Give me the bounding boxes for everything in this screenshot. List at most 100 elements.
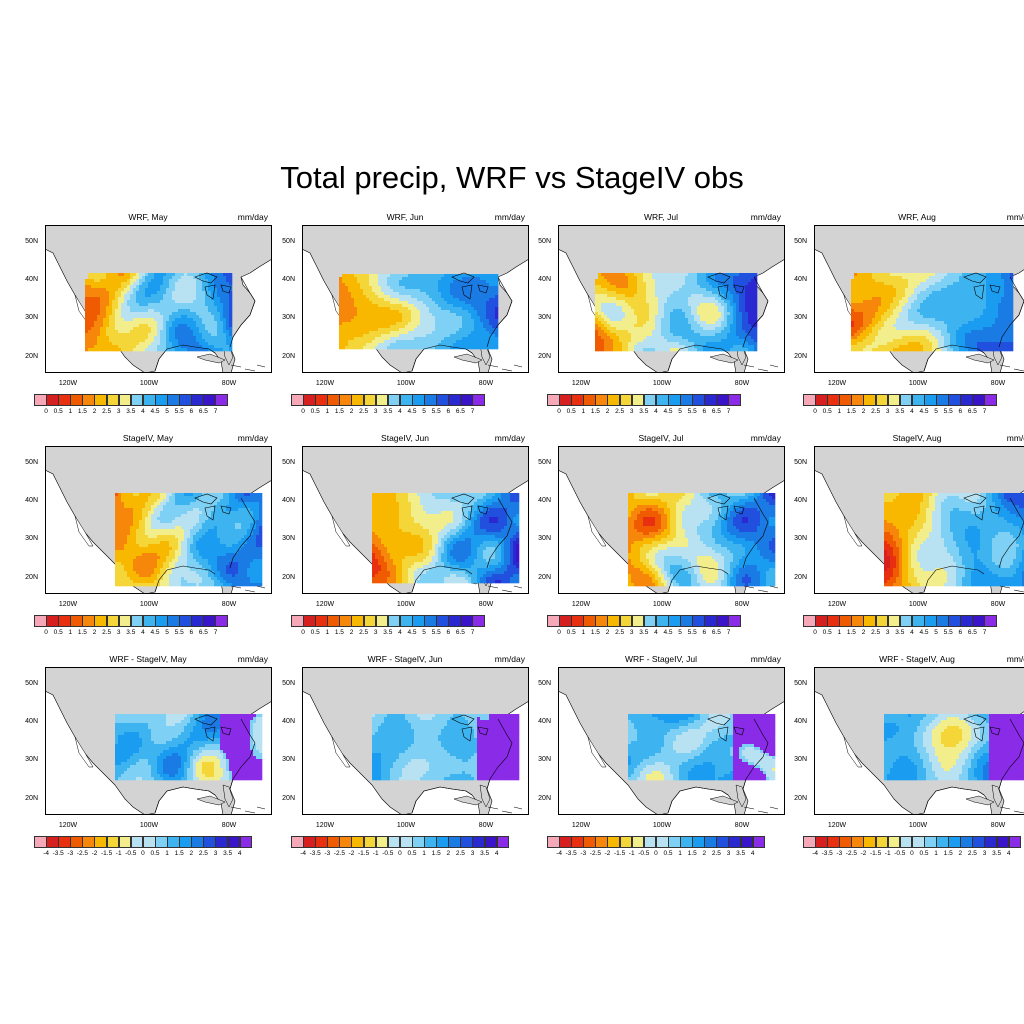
colorbar-tick-label: -2.5 [333, 850, 345, 857]
colorbar-tick-label: 3.5 [126, 408, 136, 415]
colorbar-tick-label: -1.5 [869, 850, 882, 857]
colorbar-tick-label: 3.5 [126, 629, 136, 636]
colorbar-box [327, 836, 340, 848]
colorbar-tick-label: 0 [813, 629, 817, 636]
colorbar-box [460, 615, 473, 627]
colorbar-tick-label: 1 [581, 408, 586, 415]
colorbar-box [984, 394, 998, 406]
colorbar-box [460, 836, 473, 848]
lon-label: 100W [396, 822, 416, 829]
colorbar-box [58, 615, 71, 627]
lon-label: 100W [139, 380, 159, 387]
colorbar-tick-label: 1.5 [77, 629, 87, 636]
panel-title: StageIV, Jun [381, 433, 429, 443]
colorbar-box [351, 615, 365, 627]
colorbar-tick-label: 5 [934, 408, 938, 415]
colorbar-tick-label: 2.5 [967, 850, 977, 857]
colorbar-tick-label: -2 [348, 850, 355, 857]
colorbar-box [167, 836, 180, 848]
great-lakes-outline [194, 714, 232, 742]
colorbar-tick-label: 6 [702, 408, 707, 415]
colorbar-tick-label: 1.5 [590, 629, 600, 636]
colorbar-tick-label: 3 [885, 408, 890, 415]
colorbar-box [827, 836, 840, 848]
coastline [154, 497, 256, 593]
lat-label: 20N [282, 574, 295, 581]
lon-label: 80W [221, 601, 237, 608]
colorbar-labels: 0 0.5 1 1.5 2 2.5 3 3.5 4 4.5 5 5.5 6 6.5 7 [291, 629, 531, 639]
colorbar-box [667, 394, 681, 406]
colorbar-box [704, 836, 717, 848]
lat-label: 30N [25, 535, 38, 542]
colorbar-tick-label: -3.5 [821, 850, 833, 857]
lat-label: 40N [538, 497, 551, 504]
colorbar-tick-label: 6 [446, 408, 451, 415]
lon-label: 100W [652, 601, 672, 608]
colorbar-box [424, 836, 437, 848]
caribbean-islands [743, 364, 779, 372]
colorbar-box [375, 394, 389, 406]
colorbar-box [291, 394, 304, 406]
colorbar-tick-label: 2 [861, 408, 866, 415]
colorbar-tick-label: 3 [470, 850, 475, 857]
lat-label: 40N [25, 718, 38, 725]
lat-label: 20N [282, 795, 295, 802]
colorbar-tick-label: 4.5 [919, 408, 929, 415]
colorbar-tick-label: 1 [325, 629, 330, 636]
lat-label: 20N [794, 574, 807, 581]
colorbar-tick-label: 7 [726, 408, 731, 415]
caribbean-islands [999, 364, 1024, 372]
colorbar-box [875, 394, 889, 406]
colorbar-tick-label: 3 [213, 850, 218, 857]
colorbar-tick-label: -2 [860, 850, 867, 857]
colorbar-tick-label: 0 [557, 408, 561, 415]
colorbar-tick-label: 5 [934, 629, 938, 636]
coastline [411, 497, 513, 593]
colorbar-box [583, 394, 596, 406]
colorbar-box [583, 615, 596, 627]
colorbar-tick-label: 6.5 [455, 629, 465, 636]
colorbar-labels: 0 0.5 1 1.5 2 2.5 3 3.5 4 4.5 5 5.5 6 6.5 7 [547, 629, 787, 639]
colorbar-box [815, 394, 828, 406]
colorbar-box [94, 615, 108, 627]
colorbar-box [704, 394, 717, 406]
colorbar-tick-label: 2 [92, 408, 97, 415]
colorbar-box [94, 394, 108, 406]
colorbar-box [387, 394, 401, 406]
lat-label: 50N [538, 238, 551, 245]
colorbar-tick-label: 3.5 [895, 629, 905, 636]
colorbar-box [424, 394, 437, 406]
colorbar-box [960, 394, 973, 406]
colorbar [803, 394, 998, 406]
colorbar-box [911, 615, 925, 627]
colorbar-box [179, 836, 192, 848]
colorbar-box [472, 836, 486, 848]
colorbar-labels: -4 -3.5 -3 -2.5 -2 -1.5 -1 -0.5 0 0.5 1 1.5 2 2.5 3 3.5… [547, 850, 787, 860]
colorbar-box [960, 615, 973, 627]
colorbar-tick-label: -1 [372, 850, 379, 857]
colorbar-tick-label: 2.5 [455, 850, 465, 857]
colorbar-box [154, 836, 168, 848]
lat-label: 50N [282, 238, 295, 245]
panel-title: WRF, May [128, 212, 168, 222]
colorbar-box [911, 836, 925, 848]
colorbar-tick-label: 4 [910, 408, 914, 415]
colorbar-tick-label: 0.5 [407, 850, 417, 857]
colorbar-box [839, 615, 852, 627]
colorbar-tick-label: 2.5 [871, 629, 881, 636]
lat-label: 40N [25, 276, 38, 283]
colorbar-tick-label: -4 [43, 850, 49, 857]
colorbar-labels: -4 -3.5 -3 -2.5 -2 -1.5 -1 -0.5 0 0.5 1 1.5 2 2.5 3 3.5… [34, 850, 274, 860]
colorbar-box [203, 836, 216, 848]
colorbar-tick-label: 3.5 [639, 408, 649, 415]
colorbar-tick-label: -1.5 [613, 850, 626, 857]
colorbar-tick-label: 5 [678, 629, 682, 636]
colorbar-box [607, 615, 621, 627]
colorbar-tick-label: -2 [604, 850, 611, 857]
colorbar-box [436, 394, 449, 406]
colorbar-box [667, 615, 681, 627]
lon-label: 100W [908, 601, 928, 608]
colorbar-box [716, 836, 729, 848]
colorbar-tick-label: 5.5 [687, 408, 697, 415]
colorbar-tick-label: 4 [1006, 850, 1011, 857]
